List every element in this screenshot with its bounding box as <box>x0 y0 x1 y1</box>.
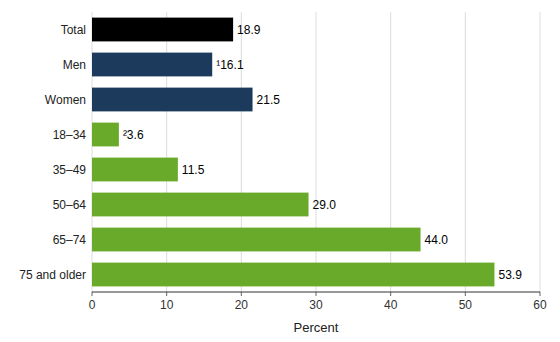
category-label: 35–49 <box>53 163 87 177</box>
tick-label: 20 <box>235 298 249 312</box>
tick-label: 0 <box>89 298 96 312</box>
tick-mark <box>390 292 391 296</box>
category-label: 75 and older <box>19 268 86 282</box>
bars <box>92 18 494 287</box>
tick-mark <box>465 292 466 296</box>
bar <box>92 193 309 217</box>
data-label: 18.9 <box>237 23 261 37</box>
chart: 0 10 20 30 40 50 60 Total Men Women 18–34 35–49 50–6… <box>0 0 560 342</box>
bar <box>92 88 253 112</box>
tick-mark <box>540 292 541 296</box>
data-label: 44.0 <box>425 233 449 247</box>
bar <box>92 158 178 182</box>
tick-mark <box>316 292 317 296</box>
data-labels: 18.9 ¹16.1 21.5 ²3.6 11.5 29.0 44.0 53.9 <box>123 23 522 282</box>
data-label: 21.5 <box>257 93 281 107</box>
y-tick-labels: Total Men Women 18–34 35–49 50–64 65–74 75 and … <box>19 23 86 282</box>
category-label: 50–64 <box>53 198 87 212</box>
x-axis-line <box>92 292 540 293</box>
grid <box>92 12 540 292</box>
grid-line <box>465 12 466 292</box>
chart-container: 0 10 20 30 40 50 60 Total Men Women 18–34 35–49 50–6… <box>0 0 560 342</box>
tick-label: 60 <box>533 298 547 312</box>
bar <box>92 228 421 252</box>
category-label: Men <box>63 58 86 72</box>
x-axis-label: Percent <box>294 320 339 335</box>
tick-mark <box>92 292 93 296</box>
data-label: 53.9 <box>498 268 522 282</box>
tick-label: 10 <box>160 298 174 312</box>
tick-mark <box>166 292 167 296</box>
page: {"chart_data": {"type": "bar", "orientat… <box>0 0 560 342</box>
data-label: ¹16.1 <box>216 58 244 72</box>
data-label: ²3.6 <box>123 128 144 142</box>
data-label: 29.0 <box>313 198 337 212</box>
category-label: 18–34 <box>53 128 87 142</box>
category-label: Women <box>45 93 86 107</box>
x-ticks: 0 10 20 30 40 50 60 <box>89 292 547 312</box>
bar <box>92 263 494 287</box>
category-label: Total <box>61 23 86 37</box>
tick-label: 50 <box>459 298 473 312</box>
bar <box>92 123 119 147</box>
tick-label: 30 <box>309 298 323 312</box>
data-label: 11.5 <box>182 163 205 177</box>
category-label: 65–74 <box>53 233 87 247</box>
grid-line <box>540 12 541 292</box>
bar <box>92 18 233 42</box>
tick-label: 40 <box>384 298 398 312</box>
bar <box>92 53 212 77</box>
tick-mark <box>241 292 242 296</box>
